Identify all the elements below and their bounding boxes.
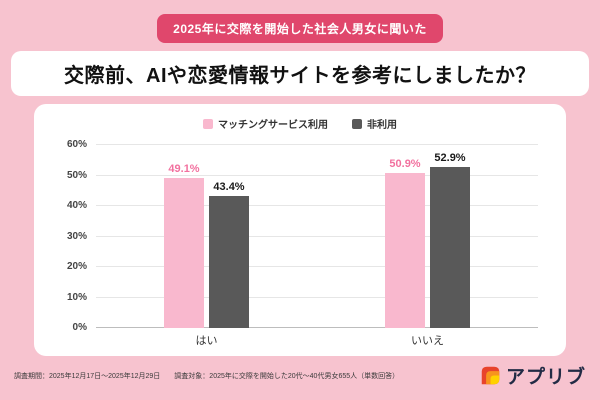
bar: 50.9% <box>385 158 425 328</box>
gridline <box>96 327 538 328</box>
chart-card: マッチングサービス利用 非利用 60% 50% 40% 30% 20% 10% 0% 49.… <box>34 104 566 356</box>
chart-legend: マッチングサービス利用 非利用 <box>50 114 550 135</box>
survey-notes: 調査期間：2025年12月17日～2025年12月29日 調査対象：2025年に… <box>14 371 399 381</box>
legend-label-matching-service: マッチングサービス利用 <box>218 120 328 131</box>
bar-group: 50.9% 52.9% <box>385 145 470 328</box>
x-axis-label: はい <box>195 335 218 347</box>
y-tick-label: 30% <box>66 230 87 242</box>
bar-groups-layer: 49.1% 43.4% 50.9% 52.9% <box>96 145 538 328</box>
bar-chart-plot-area: 60% 50% 40% 30% 20% 10% 0% 49.1% 43.4% 50.9% 52.9… <box>67 140 538 333</box>
legend-swatch-pink <box>203 118 213 129</box>
legend-swatch-gray <box>352 118 362 129</box>
survey-badge: 2025年に交際を開始した社会人男女に聞いた <box>157 14 443 43</box>
appliv-logo-icon <box>481 366 500 385</box>
gridline <box>96 296 538 298</box>
bar: 49.1% <box>164 164 204 328</box>
appliv-logo: アプリブ <box>480 362 586 389</box>
legend-item-non-use: 非利用 <box>352 116 397 131</box>
y-tick-label: 50% <box>66 169 87 181</box>
page-title: 交際前、AIや恋愛情報サイトを参考にしましたか？ <box>11 51 589 96</box>
legend-label-non-use: 非利用 <box>367 120 397 131</box>
gridline <box>96 205 538 206</box>
y-tick-label: 60% <box>66 139 87 150</box>
x-axis-label: いいえ <box>411 335 444 347</box>
legend-item-matching-service: マッチングサービス利用 <box>203 116 328 131</box>
bar-value-label: 43.4% <box>213 180 245 193</box>
y-tick-label: 20% <box>66 261 87 272</box>
bar: 52.9% <box>430 152 470 328</box>
bar-value-label: 52.9% <box>434 151 466 164</box>
survey-period-note: 調査期間：2025年12月17日～2025年12月29日 <box>14 372 161 380</box>
bar: 43.4% <box>209 181 249 328</box>
gridline <box>96 174 538 176</box>
gridline <box>96 144 538 145</box>
bar-value-label: 50.9% <box>389 157 421 170</box>
bar-group: 49.1% 43.4% <box>164 145 249 328</box>
gridline <box>96 235 538 237</box>
bar-value-label: 49.1% <box>168 163 200 176</box>
gridline <box>96 266 538 267</box>
footer: 調査期間：2025年12月17日～2025年12月29日 調査対象：2025年に… <box>14 362 586 389</box>
y-tick-label: 10% <box>66 291 87 303</box>
survey-target-note: 調査対象：2025年に交際を開始した20代～40代男女655人（単数回答） <box>174 372 400 380</box>
x-axis-labels: はい いいえ <box>96 328 538 350</box>
appliv-logo-text: アプリブ <box>505 367 586 388</box>
y-tick-label: 0% <box>72 322 87 333</box>
y-tick-label: 40% <box>66 200 87 211</box>
